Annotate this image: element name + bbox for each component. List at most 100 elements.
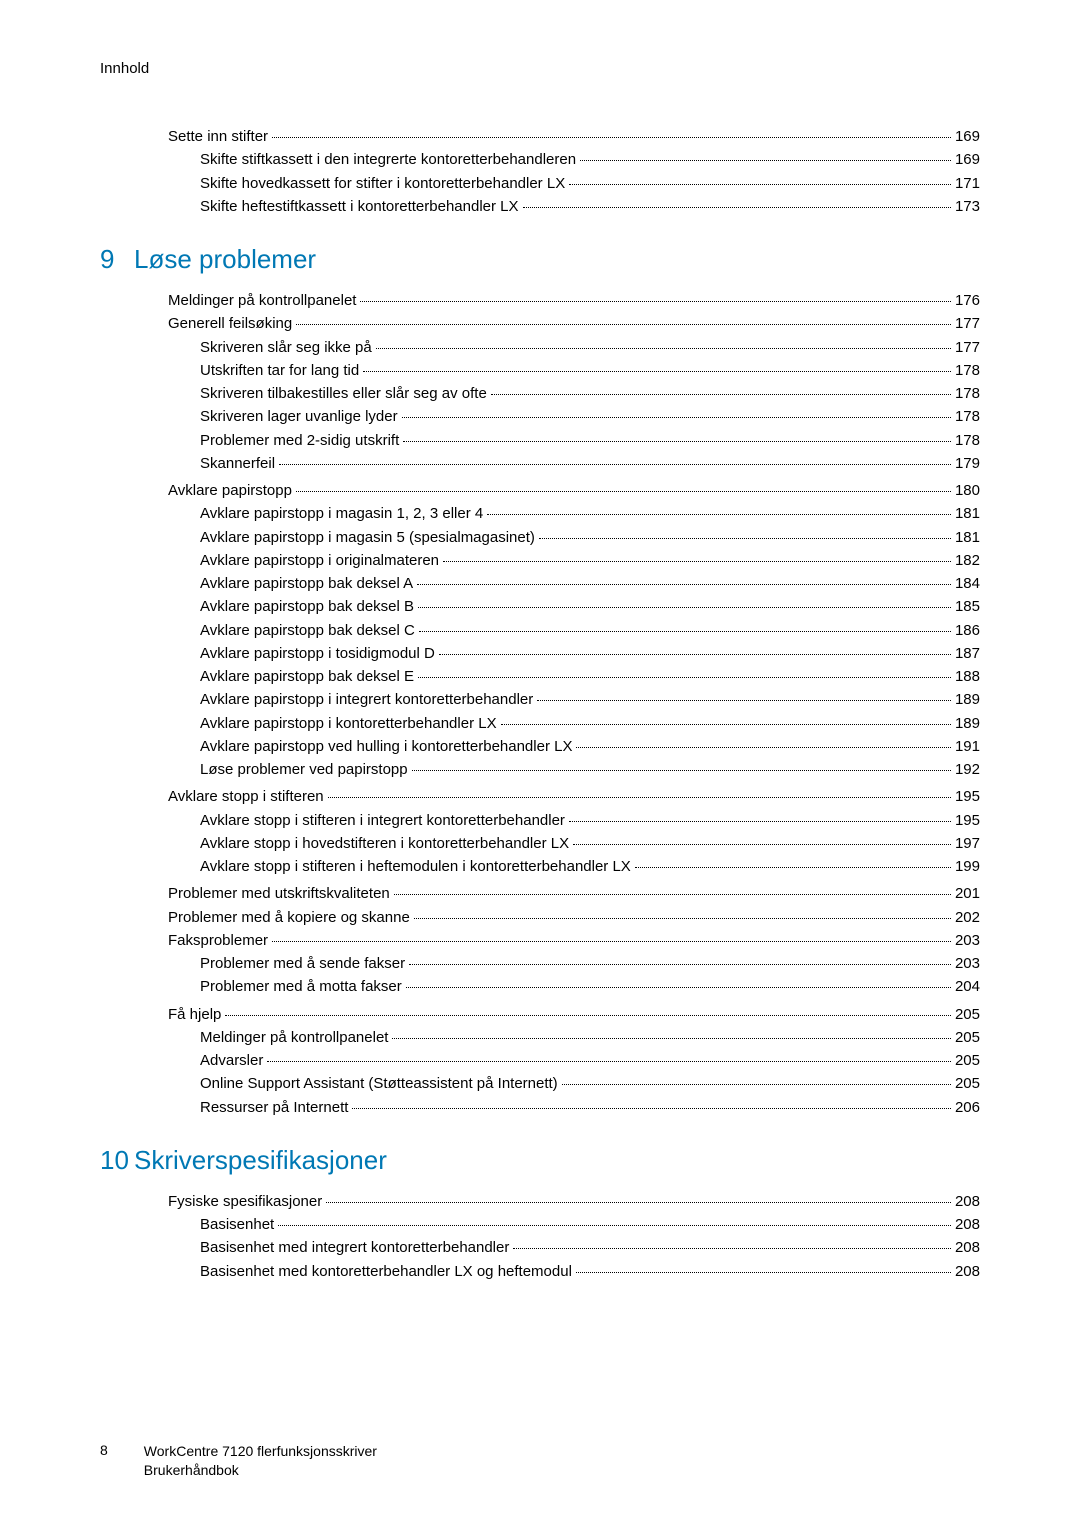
toc-entry-title: Meldinger på kontrollpanelet — [168, 289, 356, 312]
toc-entry-title: Sette inn stifter — [168, 125, 268, 148]
toc-entry-title: Avklare papirstopp bak deksel A — [200, 572, 413, 595]
toc-leader-dots — [417, 584, 951, 585]
toc-entry-title: Generell feilsøking — [168, 312, 292, 335]
toc-entry-page: 192 — [955, 758, 980, 781]
toc-leader-dots — [491, 394, 951, 395]
toc-entry-title: Problemer med å kopiere og skanne — [168, 906, 410, 929]
toc-leader-dots — [501, 724, 951, 725]
toc-leader-dots — [406, 987, 951, 988]
footer-line-2: Brukerhåndbok — [144, 1461, 377, 1480]
toc-entry-title: Meldinger på kontrollpanelet — [200, 1026, 388, 1049]
toc-entry-title: Skifte hovedkassett for stifter i kontor… — [200, 172, 565, 195]
toc-entry: Avklare papirstopp i magasin 1, 2, 3 ell… — [200, 502, 980, 525]
toc-entry-page: 178 — [955, 405, 980, 428]
toc-entry: Meldinger på kontrollpanelet 176 — [168, 289, 980, 312]
toc-entry-page: 199 — [955, 855, 980, 878]
toc-entry-page: 184 — [955, 572, 980, 595]
toc-entry-page: 205 — [955, 1072, 980, 1095]
toc-leader-dots — [513, 1248, 951, 1249]
toc-entry-page: 176 — [955, 289, 980, 312]
toc-leader-dots — [409, 964, 951, 965]
toc-entry-title: Fysiske spesifikasjoner — [168, 1190, 322, 1213]
toc-leader-dots — [402, 417, 951, 418]
chapter-heading: 10Skriverspesifikasjoner — [100, 1145, 980, 1176]
toc-entry-page: 178 — [955, 382, 980, 405]
toc-entry-page: 208 — [955, 1213, 980, 1236]
chapter-heading: 9Løse problemer — [100, 244, 980, 275]
toc-leader-dots — [569, 821, 951, 822]
toc-leader-dots — [414, 918, 951, 919]
toc-entry-title: Skifte heftestiftkassett i kontoretterbe… — [200, 195, 519, 218]
toc-entry: Avklare stopp i stifteren 195 — [168, 785, 980, 808]
footer-line-1: WorkCentre 7120 flerfunksjonsskriver — [144, 1442, 377, 1461]
toc-entry-page: 171 — [955, 172, 980, 195]
toc-entry-title: Avklare papirstopp i tosidigmodul D — [200, 642, 435, 665]
toc-entry: Skifte stiftkassett i den integrerte kon… — [200, 148, 980, 171]
toc-entry-title: Få hjelp — [168, 1003, 221, 1026]
toc-leader-dots — [562, 1084, 951, 1085]
toc-entry: Avklare papirstopp ved hulling i kontore… — [200, 735, 980, 758]
toc-entry-title: Basisenhet — [200, 1213, 274, 1236]
toc-entry-page: 169 — [955, 125, 980, 148]
toc-entry: Advarsler 205 — [200, 1049, 980, 1072]
toc-entry: Sette inn stifter 169 — [168, 125, 980, 148]
toc-leader-dots — [376, 348, 951, 349]
toc-entry: Avklare papirstopp bak deksel E 188 — [200, 665, 980, 688]
toc-entry-title: Avklare stopp i stifteren i heftemodulen… — [200, 855, 631, 878]
chapter-title: Løse problemer — [134, 244, 316, 275]
page-header: Innhold — [100, 60, 980, 77]
toc-leader-dots — [267, 1061, 951, 1062]
toc-entry-page: 181 — [955, 526, 980, 549]
toc-leader-dots — [272, 137, 951, 138]
toc-entry-title: Avklare papirstopp bak deksel B — [200, 595, 414, 618]
toc-entry: Problemer med å motta fakser 204 — [200, 975, 980, 998]
toc-leader-dots — [418, 677, 951, 678]
toc-entry: Skannerfeil 179 — [200, 452, 980, 475]
toc-entry-page: 208 — [955, 1260, 980, 1283]
toc-entry-page: 189 — [955, 712, 980, 735]
toc-entry-page: 182 — [955, 549, 980, 572]
page-footer: 8 WorkCentre 7120 flerfunksjonsskriver B… — [100, 1442, 377, 1480]
toc-leader-dots — [576, 747, 951, 748]
toc-entry-title: Avklare papirstopp i magasin 5 (spesialm… — [200, 526, 535, 549]
toc-entry: Løse problemer ved papirstopp 192 — [200, 758, 980, 781]
toc-leader-dots — [573, 844, 951, 845]
toc-entry-page: 197 — [955, 832, 980, 855]
footer-page-number: 8 — [100, 1442, 108, 1458]
toc-entry-page: 181 — [955, 502, 980, 525]
toc-entry-title: Skannerfeil — [200, 452, 275, 475]
toc-entry: Skriveren tilbakestilles eller slår seg … — [200, 382, 980, 405]
toc-leader-dots — [523, 207, 951, 208]
toc-entry: Få hjelp 205 — [168, 1003, 980, 1026]
toc-entry-page: 206 — [955, 1096, 980, 1119]
toc-entry-page: 208 — [955, 1236, 980, 1259]
toc-entry-title: Ressurser på Internett — [200, 1096, 348, 1119]
toc-entry: Faksproblemer 203 — [168, 929, 980, 952]
toc-entry-title: Skifte stiftkassett i den integrerte kon… — [200, 148, 576, 171]
toc-entry-title: Skriveren tilbakestilles eller slår seg … — [200, 382, 487, 405]
toc-entry-page: 201 — [955, 882, 980, 905]
toc-entry: Avklare stopp i stifteren i heftemodulen… — [200, 855, 980, 878]
toc-entry: Avklare papirstopp bak deksel C 186 — [200, 619, 980, 642]
toc-entry-title: Problemer med å sende fakser — [200, 952, 405, 975]
toc-entry: Skifte hovedkassett for stifter i kontor… — [200, 172, 980, 195]
toc-entry-page: 204 — [955, 975, 980, 998]
toc-entry: Problemer med å kopiere og skanne 202 — [168, 906, 980, 929]
table-of-contents: Sette inn stifter 169Skifte stiftkassett… — [100, 125, 980, 1283]
toc-entry-page: 178 — [955, 359, 980, 382]
toc-entry: Generell feilsøking 177 — [168, 312, 980, 335]
toc-leader-dots — [352, 1108, 951, 1109]
toc-entry-page: 205 — [955, 1049, 980, 1072]
toc-entry: Problemer med utskriftskvaliteten 201 — [168, 882, 980, 905]
toc-entry-page: 205 — [955, 1026, 980, 1049]
toc-leader-dots — [443, 561, 951, 562]
toc-entry-title: Basisenhet med integrert kontoretterbeha… — [200, 1236, 509, 1259]
toc-leader-dots — [225, 1015, 951, 1016]
toc-entry: Problemer med 2-sidig utskrift 178 — [200, 429, 980, 452]
toc-leader-dots — [279, 464, 951, 465]
toc-leader-dots — [539, 538, 951, 539]
toc-leader-dots — [580, 160, 951, 161]
toc-entry: Avklare papirstopp i tosidigmodul D 187 — [200, 642, 980, 665]
toc-entry-title: Problemer med å motta fakser — [200, 975, 402, 998]
toc-leader-dots — [392, 1038, 951, 1039]
